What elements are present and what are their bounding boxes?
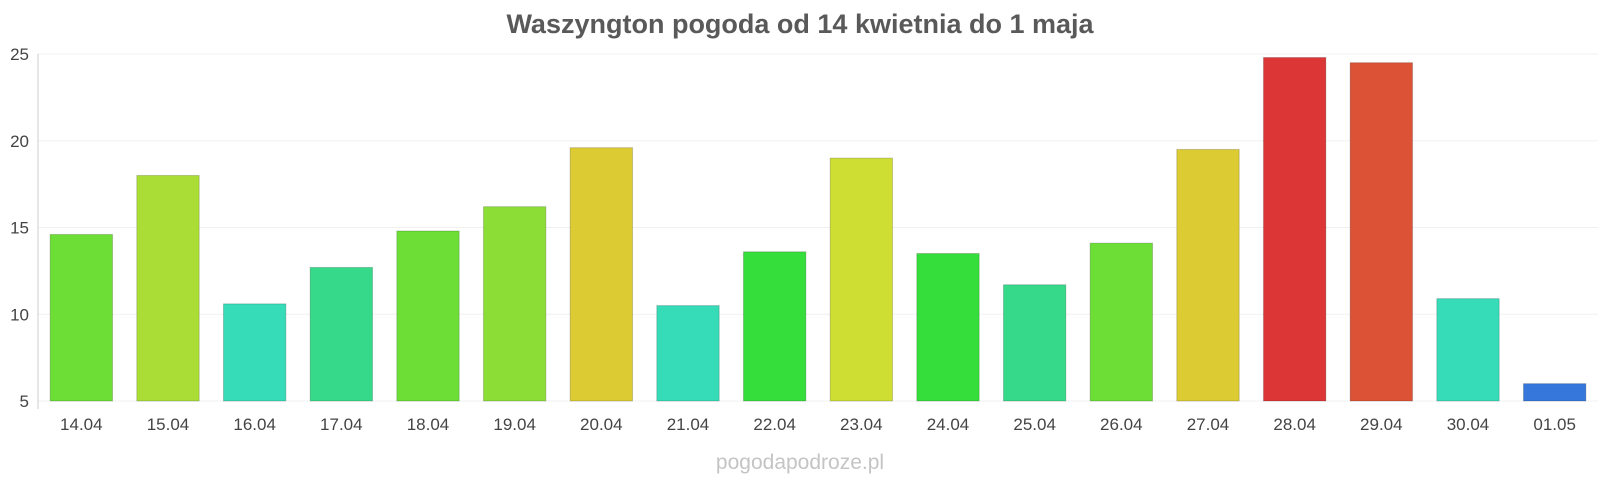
bar-27.04 (1176, 148, 1240, 402)
y-tick-label: 25 (10, 45, 29, 64)
x-tick-label: 19.04 (493, 415, 536, 434)
x-tick-label: 24.04 (927, 415, 970, 434)
y-tick-label: 10 (10, 305, 29, 324)
x-tick-label: 27.04 (1187, 415, 1230, 434)
y-tick-label: 20 (10, 132, 29, 151)
chart-title: Waszyngton pogoda od 14 kwietnia do 1 ma… (506, 9, 1094, 39)
bar-22.04 (742, 251, 807, 402)
x-tick-label: 17.04 (320, 415, 363, 434)
bar-23.04 (829, 157, 894, 402)
y-tick-label: 15 (10, 219, 29, 238)
x-tick-label: 18.04 (407, 415, 450, 434)
bar-14.04 (49, 233, 114, 402)
x-tick-label: 23.04 (840, 415, 883, 434)
bar-01.05 (1522, 383, 1587, 402)
x-tick-label: 01.05 (1533, 415, 1576, 434)
bar-17.04 (309, 266, 374, 402)
x-tick-label: 21.04 (667, 415, 710, 434)
site-watermark: pogodapodroze.pl (716, 451, 884, 474)
bar-19.04 (482, 206, 547, 402)
bar-24.04 (916, 253, 980, 402)
grid-lines (38, 53, 1598, 402)
x-tick-label: 16.04 (233, 415, 276, 434)
bar-29.04 (1349, 62, 1414, 402)
x-tick-label: 14.04 (60, 415, 103, 434)
y-axis: 5 10 15 20 25 (10, 45, 39, 411)
bar-21.04 (656, 305, 720, 402)
bar-20.04 (569, 147, 634, 402)
x-tick-label: 26.04 (1100, 415, 1143, 434)
bar-30.04 (1436, 298, 1500, 402)
bar-26.04 (1089, 242, 1154, 402)
y-tick-label: 5 (20, 392, 29, 411)
x-tick-label: 30.04 (1447, 415, 1490, 434)
x-tick-label: 29.04 (1360, 415, 1403, 434)
x-tick-label: 25.04 (1013, 415, 1056, 434)
bar-15.04 (136, 174, 200, 402)
x-tick-label: 28.04 (1273, 415, 1316, 434)
x-tick-label: 15.04 (147, 415, 190, 434)
bar-18.04 (396, 230, 460, 402)
x-tick-label: 22.04 (753, 415, 796, 434)
bar-25.04 (1002, 284, 1067, 402)
bar-28.04 (1262, 56, 1327, 402)
bar-16.04 (222, 303, 287, 402)
bars (49, 56, 1587, 402)
x-axis: 14.04 15.04 16.04 17.04 18.04 19.04 20.04 21.04… (60, 415, 1576, 434)
x-tick-label: 20.04 (580, 415, 623, 434)
